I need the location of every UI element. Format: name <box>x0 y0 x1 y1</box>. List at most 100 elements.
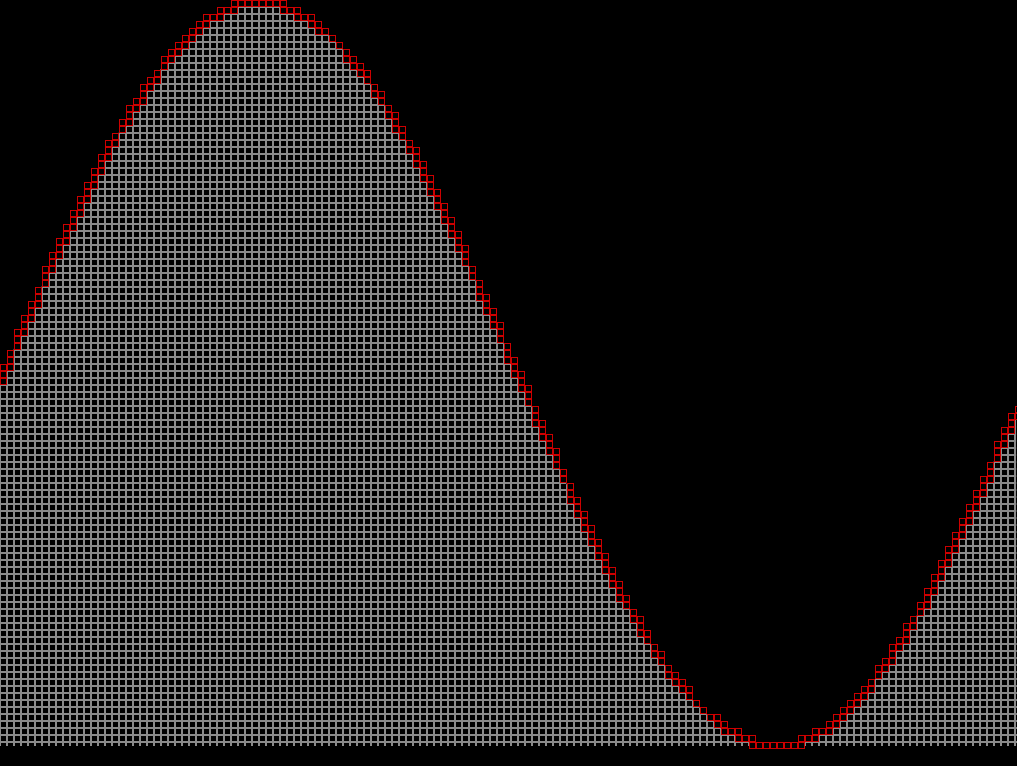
edge-cell <box>413 161 420 168</box>
edge-cell <box>98 161 105 168</box>
edge-cell <box>63 231 70 238</box>
edge-cell <box>742 735 749 742</box>
edge-cell <box>1001 441 1008 448</box>
edge-cell <box>616 588 623 595</box>
edge-cell <box>14 329 21 336</box>
edge-cell <box>700 707 707 714</box>
edge-cell <box>889 651 896 658</box>
edge-cell <box>63 238 70 245</box>
edge-cell <box>602 560 609 567</box>
edge-cell <box>735 728 742 735</box>
edge-cell <box>833 714 840 721</box>
edge-cell <box>539 427 546 434</box>
edge-cell <box>385 105 392 112</box>
edge-cell <box>973 497 980 504</box>
edge-cell <box>378 98 385 105</box>
edge-cell <box>105 140 112 147</box>
edge-cell <box>525 392 532 399</box>
edge-cell <box>875 665 882 672</box>
edge-cell <box>182 35 189 42</box>
edge-cell <box>924 595 931 602</box>
edge-cell <box>567 490 574 497</box>
wave-fill-area <box>0 3 1017 746</box>
edge-cell <box>980 476 987 483</box>
edge-cell <box>133 98 140 105</box>
edge-cell <box>371 91 378 98</box>
edge-cell <box>455 245 462 252</box>
edge-cell <box>819 728 826 735</box>
edge-cell <box>889 658 896 665</box>
edge-cell <box>49 266 56 273</box>
edge-cell <box>504 357 511 364</box>
edge-cell <box>77 196 84 203</box>
edge-cell <box>91 175 98 182</box>
edge-cell <box>637 616 644 623</box>
edge-cell <box>280 0 287 7</box>
edge-cell <box>581 518 588 525</box>
edge-cell <box>175 42 182 49</box>
edge-cell <box>0 371 7 378</box>
edge-cell <box>98 154 105 161</box>
edge-cell <box>581 525 588 532</box>
edge-cell <box>196 28 203 35</box>
edge-cell <box>980 490 987 497</box>
edge-cell <box>301 14 308 21</box>
edge-cell <box>490 308 497 315</box>
edge-cell <box>434 196 441 203</box>
edge-cell <box>448 217 455 224</box>
edge-cell <box>406 140 413 147</box>
edge-cell <box>91 168 98 175</box>
edge-cell <box>231 0 238 7</box>
edge-cell <box>882 658 889 665</box>
edge-cell <box>574 511 581 518</box>
edge-cell <box>21 315 28 322</box>
edge-cell <box>357 70 364 77</box>
edge-cell <box>154 70 161 77</box>
edge-cell <box>497 336 504 343</box>
edge-cell <box>140 84 147 91</box>
edge-cell <box>973 490 980 497</box>
edge-cell <box>287 7 294 14</box>
edge-cell <box>980 483 987 490</box>
edge-cell <box>455 238 462 245</box>
edge-cell <box>567 497 574 504</box>
edge-cell <box>392 112 399 119</box>
edge-cell <box>462 245 469 252</box>
edge-cell <box>623 602 630 609</box>
edge-cell <box>847 700 854 707</box>
edge-cell <box>350 56 357 63</box>
edge-cell <box>630 609 637 616</box>
edge-cell <box>182 42 189 49</box>
edge-cell <box>952 532 959 539</box>
edge-cell <box>532 420 539 427</box>
edge-cell <box>525 399 532 406</box>
edge-cell <box>749 735 756 742</box>
edge-cell <box>861 693 868 700</box>
edge-cell <box>259 0 266 7</box>
edge-cell <box>70 217 77 224</box>
edge-cell <box>203 21 210 28</box>
edge-cell <box>546 434 553 441</box>
edge-cell <box>861 686 868 693</box>
edge-cell <box>252 0 259 7</box>
edge-cell <box>140 98 147 105</box>
edge-cell <box>749 742 756 749</box>
edge-cell <box>588 532 595 539</box>
edge-cell <box>966 518 973 525</box>
edge-cell <box>280 7 287 14</box>
edge-cell <box>686 693 693 700</box>
edge-cell <box>175 49 182 56</box>
edge-cell <box>651 644 658 651</box>
edge-cell <box>56 238 63 245</box>
edge-cell <box>721 721 728 728</box>
edge-cell <box>588 539 595 546</box>
edge-cell <box>1001 427 1008 434</box>
edge-cell <box>294 7 301 14</box>
edge-cell <box>854 700 861 707</box>
edge-cell <box>35 287 42 294</box>
edge-cell <box>959 518 966 525</box>
edge-cell <box>903 637 910 644</box>
edge-cell <box>28 308 35 315</box>
